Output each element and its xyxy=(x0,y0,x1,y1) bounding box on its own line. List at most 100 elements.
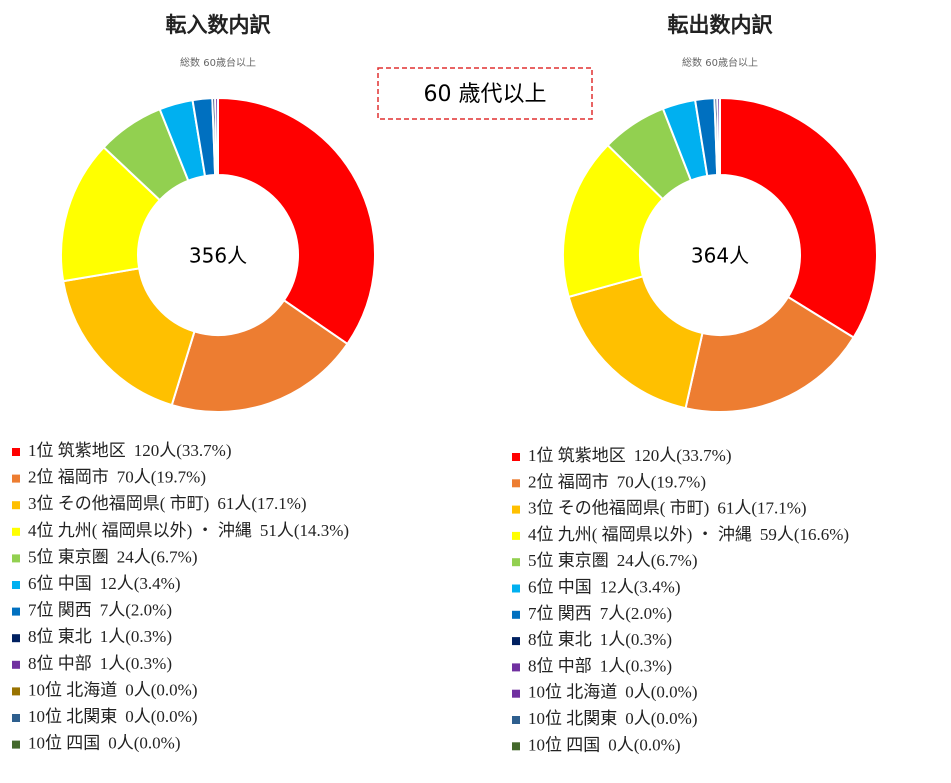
center-label: 356人 xyxy=(189,244,247,268)
legend-value: 1人(0.3%) xyxy=(600,656,672,675)
legend-value: 51人(14.3%) xyxy=(260,521,349,540)
legend-value: 1人(0.3%) xyxy=(100,627,172,646)
legend-label: 6位 中国 xyxy=(528,577,592,596)
legend-swatch xyxy=(512,637,520,646)
legend-swatch xyxy=(512,663,520,672)
legend-value: 0人(0.0%) xyxy=(625,709,697,728)
legend-label: 7位 関西 xyxy=(28,601,92,620)
legend-value: 12人(3.4%) xyxy=(600,577,681,596)
legend-label: 8位 東北 xyxy=(28,627,92,646)
banner-box xyxy=(377,67,593,120)
legend-value: 24人(6.7%) xyxy=(617,551,698,570)
legend-entry: 4位 九州( 福岡県以外) ・ 沖縄 59人(16.6%) xyxy=(528,525,849,544)
legend-entry: 2位 福岡市 70人(19.7%) xyxy=(528,472,706,491)
legend-label: 10位 四国 xyxy=(28,734,100,753)
legend-entry: 2位 福岡市 70人(19.7%) xyxy=(28,468,206,487)
legend-label: 1位 筑紫地区 xyxy=(28,441,126,460)
legend-swatch xyxy=(12,501,20,510)
legend-swatch xyxy=(12,740,20,749)
legend-label: 4位 九州( 福岡県以外) ・ 沖縄 xyxy=(28,521,252,540)
legend-entry: 10位 四国 0人(0.0%) xyxy=(528,735,680,754)
legend-entry: 10位 四国 0人(0.0%) xyxy=(28,734,180,753)
legend-swatch xyxy=(12,714,20,722)
chart-title: 転入数内訳 xyxy=(166,13,272,37)
legend-entry: 8位 東北 1人(0.3%) xyxy=(528,630,672,649)
legend-label: 2位 福岡市 xyxy=(28,468,109,487)
legend-value: 70人(19.7%) xyxy=(617,472,706,491)
chart-subtitle: 総数 60歳台以上 xyxy=(180,56,256,69)
legend-value: 12人(3.4%) xyxy=(100,574,181,593)
banner: 60 歳代以上 xyxy=(424,82,547,107)
legend-swatch xyxy=(512,584,520,593)
legend-label: 6位 中国 xyxy=(28,574,92,593)
legend-swatch xyxy=(512,531,520,540)
legend-entry: 1位 筑紫地区 120人(33.7%) xyxy=(528,446,731,465)
center-label: 364人 xyxy=(691,244,749,268)
legend-value: 0人(0.0%) xyxy=(125,680,197,699)
legend-value: 0人(0.0%) xyxy=(125,707,197,726)
legend-value: 120人(33.7%) xyxy=(134,441,232,460)
legend-swatch xyxy=(12,448,20,456)
legend-entry: 7位 関西 7人(2.0%) xyxy=(528,604,672,623)
legend-value: 0人(0.0%) xyxy=(625,683,697,702)
legend-swatch xyxy=(12,474,20,483)
legend-swatch xyxy=(12,660,20,669)
legend-label: 4位 九州( 福岡県以外) ・ 沖縄 xyxy=(528,525,752,544)
legend-entry: 3位 その他福岡県( 市町) 61人(17.1%) xyxy=(28,494,307,513)
legend-entry: 6位 中国 12人(3.4%) xyxy=(28,574,180,593)
slice xyxy=(62,267,196,407)
legend-label: 10位 北海道 xyxy=(28,680,117,699)
legend-swatch xyxy=(512,689,520,698)
legend-label: 5位 東京圏 xyxy=(28,547,109,566)
legend-entry: 10位 北関東 0人(0.0%) xyxy=(528,709,697,728)
legend-label: 10位 北海道 xyxy=(528,683,617,702)
slice xyxy=(684,295,855,413)
legend-swatch xyxy=(12,554,20,563)
legend-entry: 3位 その他福岡県( 市町) 61人(17.1%) xyxy=(528,499,807,518)
legend-entry: 8位 東北 1人(0.3%) xyxy=(28,627,172,646)
legend-entry: 1位 筑紫地区 120人(33.7%) xyxy=(28,441,231,460)
legend-swatch xyxy=(512,610,520,619)
legend-entry: 10位 北海道 0人(0.0%) xyxy=(528,683,697,702)
legend-value: 7人(2.0%) xyxy=(600,604,672,623)
chart-subtitle: 総数 60歳台以上 xyxy=(682,56,758,69)
legend-label: 2位 福岡市 xyxy=(528,472,609,491)
legend-entry: 10位 北関東 0人(0.0%) xyxy=(28,707,197,726)
legend-swatch xyxy=(512,505,520,514)
legend-value: 1人(0.3%) xyxy=(600,630,672,649)
legend-label: 10位 北関東 xyxy=(528,709,617,728)
legend-swatch xyxy=(12,581,20,589)
legend-swatch xyxy=(512,453,520,461)
legend-swatch xyxy=(512,716,520,724)
legend-label: 5位 東京圏 xyxy=(528,551,609,570)
legend-value: 70人(19.7%) xyxy=(117,468,206,487)
legend-entry: 5位 東京圏 24人(6.7%) xyxy=(528,551,697,570)
legend-label: 8位 中部 xyxy=(528,656,592,675)
legend-label: 10位 北関東 xyxy=(28,707,117,726)
legend-label: 1位 筑紫地区 xyxy=(528,446,626,465)
legend-swatch xyxy=(512,479,520,488)
legend-label: 8位 東北 xyxy=(528,630,592,649)
legend-label: 3位 その他福岡県( 市町) xyxy=(28,494,209,513)
legend-swatch xyxy=(12,687,20,696)
legend-value: 7人(2.0%) xyxy=(100,601,172,620)
legend-label: 10位 四国 xyxy=(528,735,600,754)
legend-value: 24人(6.7%) xyxy=(117,547,198,566)
legend-value: 1人(0.3%) xyxy=(100,654,172,673)
legend-label: 3位 その他福岡県( 市町) xyxy=(528,499,709,518)
legend-entry: 5位 東京圏 24人(6.7%) xyxy=(28,547,197,566)
legend-value: 59人(16.6%) xyxy=(760,525,849,544)
legend-swatch xyxy=(512,742,520,751)
legend-label: 8位 中部 xyxy=(28,654,92,673)
legend-entry: 8位 中部 1人(0.3%) xyxy=(28,654,172,673)
legend-value: 61人(17.1%) xyxy=(217,494,306,513)
legend-value: 0人(0.0%) xyxy=(108,734,180,753)
legend-entry: 6位 中国 12人(3.4%) xyxy=(528,577,680,596)
slice xyxy=(217,96,376,346)
legend-entry: 8位 中部 1人(0.3%) xyxy=(528,656,672,675)
chart-title: 転出数内訳 xyxy=(668,13,774,37)
legend-swatch xyxy=(12,634,20,643)
legend-entry: 7位 関西 7人(2.0%) xyxy=(28,601,172,620)
legend-value: 61人(17.1%) xyxy=(717,499,806,518)
